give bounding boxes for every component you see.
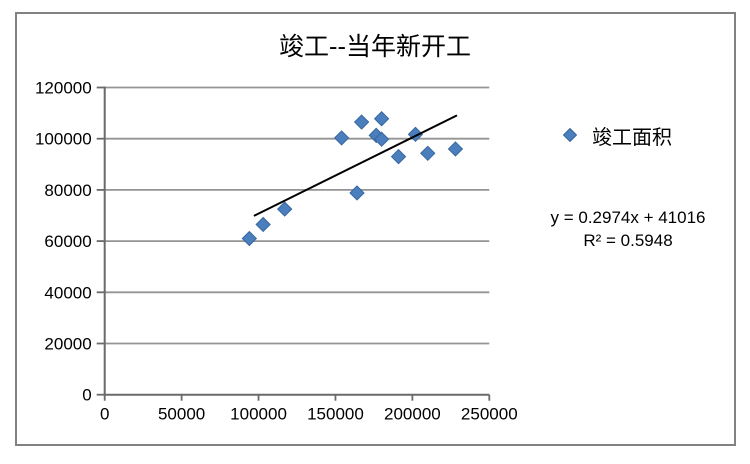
legend-diamond-icon <box>563 128 577 142</box>
data-point <box>255 216 271 233</box>
legend[interactable]: 竣工面积 <box>563 123 672 149</box>
x-tick-label: 100000 <box>230 405 287 424</box>
trendline-r-squared: R² = 0.5948 <box>583 231 673 250</box>
data-point <box>333 130 350 146</box>
trendline-equation: y = 0.2974x + 41016 <box>550 208 706 227</box>
data-point <box>373 111 390 127</box>
diamond-icon <box>563 128 577 142</box>
data-point <box>373 131 390 147</box>
chart-title: 竣工--当年新开工 <box>279 32 471 61</box>
y-tick-label: 60000 <box>44 232 91 251</box>
data-point <box>447 141 464 157</box>
x-tick-label: 50000 <box>158 405 205 424</box>
data-point <box>349 185 365 201</box>
y-tick-label: 0 <box>82 386 91 405</box>
x-tick-label: 200000 <box>384 405 441 424</box>
y-tick-label: 80000 <box>44 181 91 200</box>
data-point <box>353 114 370 130</box>
chart-border[interactable] <box>15 12 736 446</box>
x-tick-label: 150000 <box>307 405 364 424</box>
data-point <box>241 230 258 247</box>
y-tick-label: 40000 <box>44 283 91 302</box>
legend-series-label: 竣工面积 <box>592 124 672 149</box>
data-point <box>390 148 407 165</box>
y-tick-label: 120000 <box>35 79 92 98</box>
data-point <box>420 145 436 161</box>
x-tick-label: 250000 <box>461 405 518 424</box>
x-tick-label: 0 <box>100 405 109 424</box>
y-tick-label: 20000 <box>44 335 91 354</box>
trendline-annotation: y = 0.2974x + 41016 R² = 0.5948 <box>536 206 720 252</box>
trendline <box>253 114 458 217</box>
data-point <box>276 201 293 217</box>
y-tick-label: 100000 <box>35 130 92 149</box>
